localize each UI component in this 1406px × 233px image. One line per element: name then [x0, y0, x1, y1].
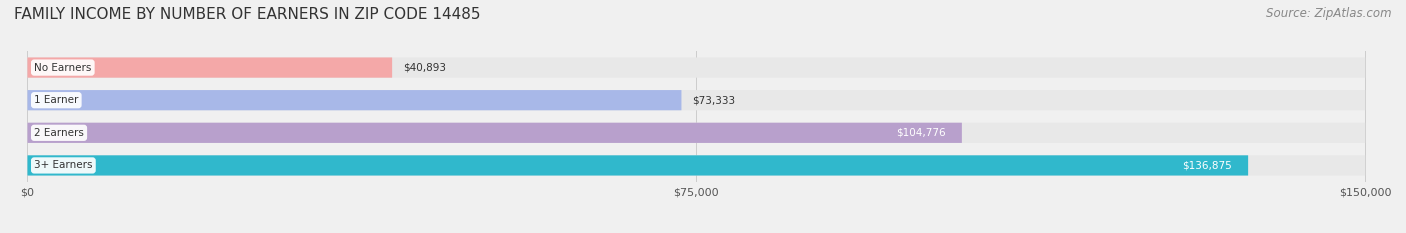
Text: $136,875: $136,875: [1182, 161, 1232, 170]
Text: $40,893: $40,893: [404, 63, 446, 72]
FancyBboxPatch shape: [28, 90, 1365, 110]
Text: No Earners: No Earners: [34, 63, 91, 72]
FancyBboxPatch shape: [28, 123, 1365, 143]
FancyBboxPatch shape: [28, 155, 1365, 175]
Text: 2 Earners: 2 Earners: [34, 128, 84, 138]
Text: Source: ZipAtlas.com: Source: ZipAtlas.com: [1267, 7, 1392, 20]
FancyBboxPatch shape: [28, 58, 1365, 78]
Text: $73,333: $73,333: [692, 95, 735, 105]
FancyBboxPatch shape: [28, 155, 1249, 175]
Text: $104,776: $104,776: [896, 128, 946, 138]
Text: 1 Earner: 1 Earner: [34, 95, 79, 105]
FancyBboxPatch shape: [28, 123, 962, 143]
Text: FAMILY INCOME BY NUMBER OF EARNERS IN ZIP CODE 14485: FAMILY INCOME BY NUMBER OF EARNERS IN ZI…: [14, 7, 481, 22]
Text: 3+ Earners: 3+ Earners: [34, 161, 93, 170]
FancyBboxPatch shape: [28, 90, 682, 110]
FancyBboxPatch shape: [28, 58, 392, 78]
